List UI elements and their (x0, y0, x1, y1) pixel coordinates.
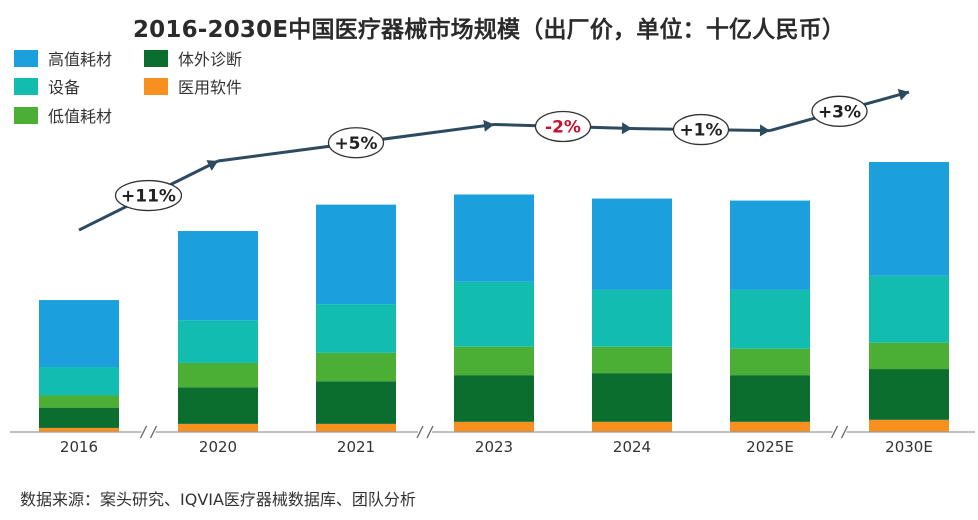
bar-segment-2024 (592, 289, 672, 347)
bar-segment-2030E (869, 275, 949, 343)
bar-segment-2025E (730, 421, 810, 432)
bar-segment-2025E (730, 289, 810, 349)
x-tick-label: 2020 (199, 438, 237, 456)
bar-segment-2016 (39, 367, 119, 396)
x-tick-label: 2024 (613, 438, 651, 456)
growth-label: +5% (334, 134, 377, 154)
chart-title: 2016-2030E中国医疗器械市场规模（出厂价，单位：十亿人民币） (132, 17, 846, 43)
axis-break-mark (426, 425, 434, 439)
axis-break-mark (416, 425, 424, 439)
bar-segment-2020 (178, 320, 258, 363)
growth-label: +3% (818, 102, 861, 122)
bar-segment-2021 (316, 304, 396, 353)
trend-arrow-head (759, 124, 770, 137)
bar-segment-2021 (316, 204, 396, 305)
bar-segment-2025E (730, 200, 810, 290)
x-tick-label: 2021 (337, 438, 375, 456)
growth-label-pill (811, 95, 868, 127)
x-tick-label: 2023 (475, 438, 513, 456)
legend-item-low-value-consumables: 低值耗材 (14, 105, 113, 126)
bar-segment-2021 (316, 381, 396, 424)
bar-segment-2023 (454, 375, 534, 422)
bar-segment-2024 (592, 198, 672, 290)
bar-segment-2024 (592, 421, 672, 432)
source-note: 数据来源：案头研究、IQVIA医疗器械数据库、团队分析 (20, 490, 416, 509)
x-tick-label: 2025E (746, 438, 794, 456)
bar-segment-2016 (39, 407, 119, 428)
chart-plot-area: 2016 2020 2021 2023 2024 2025E 2030E +11% +5% -2%… (10, 88, 975, 456)
trend-arrow-head (206, 160, 218, 171)
growth-label: -2% (545, 118, 581, 138)
bar-segment-2021 (316, 423, 396, 432)
legend-item-high-value-consumables: 高值耗材 (14, 48, 113, 69)
bar-segment-2030E (869, 342, 949, 370)
legend-label: 体外诊断 (178, 50, 243, 69)
axis-break-mark (139, 425, 148, 439)
bar-segment-2030E (869, 369, 949, 420)
growth-label: +1% (679, 121, 722, 141)
growth-label-pill (672, 113, 730, 146)
legend-swatch (14, 77, 38, 95)
bar-segment-2030E (869, 419, 949, 432)
trend-arrow-head (483, 119, 494, 132)
legend-swatch (14, 106, 38, 124)
bar-segment-2023 (454, 194, 534, 282)
axis-break-mark (830, 425, 839, 439)
legend-label: 高值耗材 (48, 50, 113, 69)
bar-segment-2025E (730, 348, 810, 376)
bar-segment-2016 (39, 395, 119, 408)
bar-segment-2024 (592, 373, 672, 422)
x-tick-label: 2016 (60, 438, 98, 456)
trend-arrow-head (621, 122, 632, 135)
bar-segment-2020 (178, 387, 258, 424)
trend-arrow-head (897, 88, 909, 101)
bar-segment-2030E (869, 162, 949, 276)
growth-label-pill (114, 179, 183, 212)
legend-item-equipment: 设备 (14, 76, 81, 97)
bar-segment-2020 (178, 231, 258, 321)
bar-segment-2016 (39, 427, 119, 432)
legend-item-ivd: 体外诊断 (144, 48, 243, 69)
bar-segment-2016 (39, 300, 119, 368)
bar-segment-2020 (178, 423, 258, 432)
legend-label: 低值耗材 (48, 107, 113, 126)
legend-swatch (144, 77, 168, 95)
bar-segment-2023 (454, 346, 534, 376)
growth-label: +11% (121, 187, 176, 207)
bar-segment-2021 (316, 352, 396, 382)
x-tick-label: 2030E (885, 438, 933, 456)
growth-label-pill (327, 127, 385, 159)
bar-segment-2024 (592, 346, 672, 374)
axis-break-mark (840, 425, 849, 439)
bar-segment-2023 (454, 421, 534, 432)
legend-swatch (14, 49, 38, 67)
growth-label-pill (534, 110, 592, 143)
legend-label: 医用软件 (178, 78, 243, 97)
bar-segment-2020 (178, 362, 258, 388)
legend-swatch (144, 49, 168, 67)
bar-segment-2025E (730, 375, 810, 422)
legend-item-medical-software: 医用软件 (144, 76, 243, 97)
bar-segment-2023 (454, 281, 534, 347)
legend-label: 设备 (48, 78, 81, 97)
axis-break-mark (149, 425, 158, 439)
